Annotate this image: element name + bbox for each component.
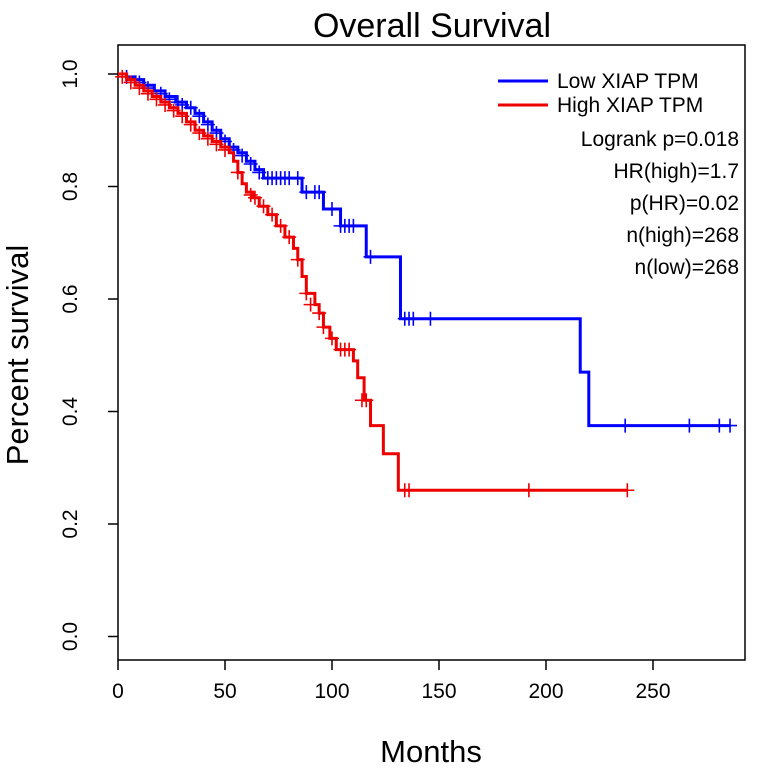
x-axis-label: Months <box>380 734 482 769</box>
censor-mark-high <box>209 137 224 152</box>
censor-mark-high <box>299 286 314 301</box>
censor-mark-high <box>200 131 215 146</box>
y-axis: 0.0 0.2 0.4 0.6 0.8 1.0 <box>59 59 118 651</box>
legend-stat-n-low: n(low)=268 <box>635 256 739 279</box>
censor-mark-high <box>132 81 147 96</box>
censor-mark-high <box>359 393 374 408</box>
censor-mark-high <box>149 92 164 107</box>
y-tick-label: 0.4 <box>59 397 82 427</box>
x-tick-label: 200 <box>528 680 563 703</box>
censor-mark-low <box>423 311 438 326</box>
censor-mark-low <box>618 418 633 433</box>
y-tick-label: 0.8 <box>59 172 82 201</box>
series-high <box>115 69 635 498</box>
legend-stat-phr: p(HR)=0.02 <box>630 192 739 215</box>
censor-mark-low <box>312 185 327 200</box>
survival-curve-low <box>118 72 731 428</box>
censor-mark-high <box>175 109 190 124</box>
y-tick-label: 0.2 <box>59 509 82 538</box>
x-tick-label: 100 <box>314 680 349 703</box>
series-layer <box>115 69 738 498</box>
censor-mark-low <box>682 418 697 433</box>
censor-mark-low <box>406 311 421 326</box>
censor-mark-high <box>115 69 130 84</box>
censor-mark-high <box>282 230 297 245</box>
y-tick-label: 1.0 <box>59 59 82 88</box>
y-axis-label: Percent survival <box>0 245 35 466</box>
x-axis: 0 50 100 150 200 250 <box>112 660 671 703</box>
censor-mark-high <box>192 126 207 141</box>
censor-mark-high <box>521 483 536 498</box>
censor-mark-high <box>218 142 232 157</box>
censor-mark-high <box>230 165 245 180</box>
survival-curve-high <box>118 72 628 492</box>
censor-mark-low <box>243 157 258 171</box>
censor-mark-high <box>183 117 198 132</box>
censor-mark-high <box>273 218 288 233</box>
x-tick-label: 250 <box>635 680 670 703</box>
censor-mark-high <box>316 320 331 335</box>
censor-mark-high <box>342 342 357 357</box>
legend-entry-high: High XIAP TPM <box>557 94 703 117</box>
series-low <box>118 69 738 433</box>
legend-stat-logrank: Logrank p=0.018 <box>581 128 739 151</box>
censor-mark-high <box>620 483 635 498</box>
censor-mark-high <box>312 306 327 321</box>
censor-mark-low <box>346 218 361 233</box>
x-tick-label: 50 <box>213 680 236 703</box>
plot-frame <box>117 44 746 661</box>
x-tick-label: 150 <box>421 680 456 703</box>
legend: Low XIAP TPM High XIAP TPM Logrank p=0.0… <box>498 70 739 279</box>
chart-title: Overall Survival <box>313 7 551 45</box>
y-tick-label: 0.6 <box>59 284 82 313</box>
censor-mark-high <box>140 86 155 101</box>
censor-mark-high <box>256 199 271 214</box>
censor-mark-low <box>290 171 305 186</box>
censor-mark-low <box>183 100 198 115</box>
censor-mark-low <box>363 249 378 264</box>
legend-stat-n-high: n(high)=268 <box>626 224 739 247</box>
legend-entry-low: Low XIAP TPM <box>557 70 699 93</box>
censor-mark-high <box>247 190 262 205</box>
censor-mark-high <box>265 207 280 222</box>
y-tick-label: 0.0 <box>59 622 82 651</box>
censor-mark-low <box>200 117 215 132</box>
censor-mark-low <box>235 148 250 163</box>
censor-mark-high <box>123 75 138 90</box>
x-tick-label: 0 <box>112 680 124 703</box>
censor-mark-low <box>723 418 738 433</box>
censor-mark-high <box>166 103 181 118</box>
censor-mark-high <box>402 483 417 498</box>
censor-mark-low <box>192 109 207 124</box>
censor-mark-low <box>252 165 267 180</box>
censor-mark-low <box>325 202 339 216</box>
legend-stat-hr: HR(high)=1.7 <box>614 160 739 183</box>
censor-mark-high <box>325 331 339 346</box>
censor-mark-high <box>303 297 318 312</box>
censor-mark-high <box>158 97 173 112</box>
censor-mark-high <box>290 252 305 267</box>
